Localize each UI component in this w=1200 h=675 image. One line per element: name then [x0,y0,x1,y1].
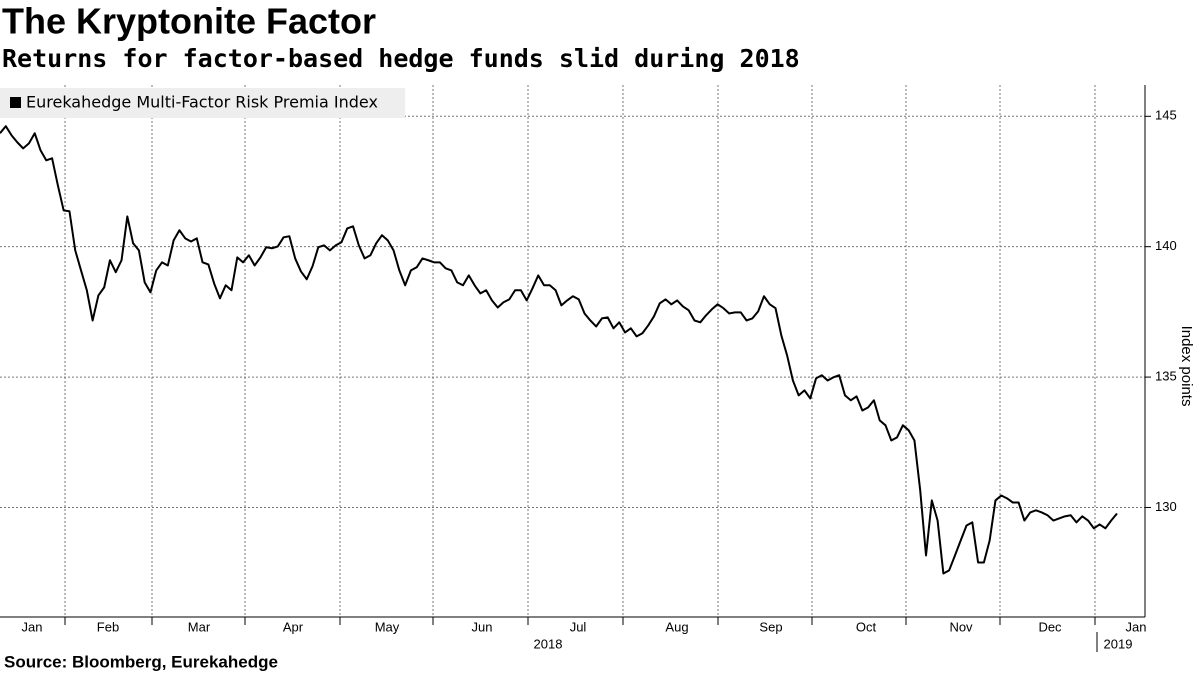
x-tick-label: Dec [1038,619,1062,634]
x-tick-label: Jan [1126,619,1147,634]
x-tick-label: Apr [283,619,304,634]
legend-swatch [10,97,21,108]
legend-box [0,88,405,118]
x-tick-label: Jun [472,619,493,634]
y-tick-label: 140 [1155,238,1177,253]
y-tick-label: 145 [1155,108,1177,123]
x-tick-label: Feb [97,619,119,634]
y-tick-label: 130 [1155,499,1177,514]
x-group-label: 2019 [1104,636,1133,651]
x-tick-label: Nov [949,619,973,634]
x-tick-label: Aug [665,619,688,634]
source-note: Source: Bloomberg, Eurekahedge [4,652,278,671]
legend-label: Eurekahedge Multi-Factor Risk Premia Ind… [26,93,378,112]
x-tick-label: Jan [22,619,43,634]
x-tick-label: Mar [188,619,211,634]
series-line [0,125,1118,575]
x-tick-label: Oct [856,619,877,634]
chart-title: The Kryptonite Factor [2,1,376,42]
chart-subtitle: Returns for factor-based hedge funds sli… [2,44,800,73]
y-tick-label: 135 [1155,369,1177,384]
x-tick-label: Sep [759,619,782,634]
x-tick-label: May [375,619,400,634]
x-tick-label: Jul [570,619,587,634]
y-axis-title: Index points [1178,326,1195,407]
x-group-label: 2018 [534,636,563,651]
